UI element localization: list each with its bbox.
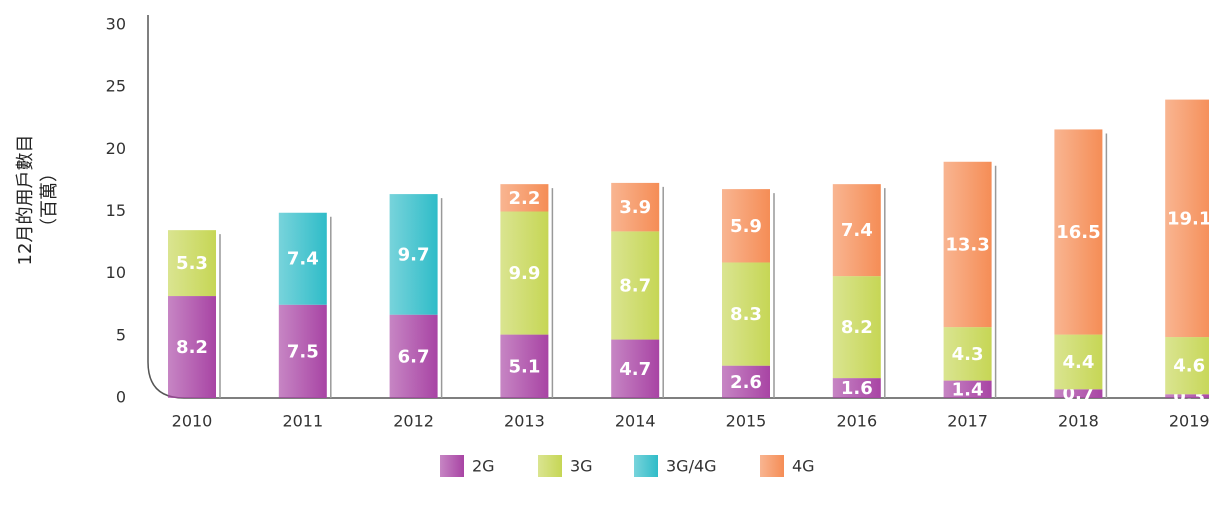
data-label: 7.4 [287, 249, 319, 270]
bar-segment [389, 314, 438, 398]
bar-segment [500, 184, 549, 212]
legend-label: 4G [792, 457, 815, 476]
legend-swatch [440, 455, 464, 477]
legend-swatch [634, 455, 658, 477]
data-label: 8.3 [730, 304, 762, 325]
y-tick-label: 10 [106, 263, 126, 282]
y-axis-title: （百萬） [39, 164, 60, 236]
legend-swatch [760, 455, 784, 477]
data-label: 9.9 [508, 263, 540, 284]
data-label: 8.7 [619, 275, 651, 296]
y-tick-label: 30 [106, 15, 126, 34]
bar-segment [500, 211, 549, 335]
data-label: 4.7 [619, 359, 651, 380]
y-tick-label: 15 [106, 201, 126, 220]
bar-segment [722, 262, 770, 366]
legend-label: 2G [472, 457, 495, 476]
data-label: 3.9 [619, 197, 651, 218]
x-tick-label: 2019 [1169, 412, 1209, 431]
data-label: 13.3 [945, 234, 989, 255]
y-tick-label: 0 [116, 388, 126, 407]
bar-segment [1054, 334, 1103, 390]
x-tick-label: 2016 [836, 412, 877, 431]
bar-segment [943, 380, 992, 398]
bar-segment [278, 304, 327, 398]
bar-segment [1165, 394, 1209, 398]
y-tick-label: 25 [106, 77, 126, 96]
y-tick-label: 20 [106, 139, 126, 158]
x-tick-label: 2013 [504, 412, 545, 431]
bar-segment [943, 161, 992, 328]
data-label: 5.3 [176, 253, 208, 274]
data-label: 5.1 [508, 356, 540, 377]
x-tick-label: 2012 [393, 412, 434, 431]
x-tick-label: 2017 [947, 412, 988, 431]
bar-segment [832, 276, 881, 379]
bar-segment [1054, 389, 1103, 398]
bar-segment [1054, 129, 1103, 335]
x-tick-label: 2015 [726, 412, 767, 431]
x-tick-label: 2018 [1058, 412, 1099, 431]
data-label: 1.4 [952, 379, 984, 400]
bar-segment [943, 327, 992, 381]
data-label: 7.4 [841, 220, 873, 241]
data-label: 19.1 [1167, 208, 1209, 229]
legend-label: 3G/4G [666, 457, 717, 476]
data-label: 9.7 [398, 244, 430, 265]
data-label: 4.6 [1173, 356, 1205, 377]
legend-swatch [538, 455, 562, 477]
data-label: 5.9 [730, 216, 762, 237]
x-tick-label: 2014 [615, 412, 656, 431]
bar-segment [722, 365, 770, 398]
data-label: 7.5 [287, 341, 319, 362]
bar-segment [168, 296, 216, 398]
bar-segment [500, 334, 549, 398]
bar-segment [278, 212, 327, 305]
bar-segment [1165, 99, 1209, 338]
bar-segment [722, 189, 770, 263]
x-tick-label: 2011 [282, 412, 323, 431]
data-label: 8.2 [176, 337, 208, 358]
data-label: 1.6 [841, 378, 873, 399]
data-label: 2.6 [730, 372, 762, 393]
bar-segment [611, 339, 660, 398]
data-label: 6.7 [398, 346, 430, 367]
bar-segment [611, 182, 660, 232]
data-label: 4.4 [1062, 352, 1094, 373]
data-label: 16.5 [1056, 222, 1100, 243]
legend-label: 3G [570, 457, 593, 476]
y-axis-title: 12月的用戶數目 [15, 135, 36, 266]
bar-segment [832, 378, 881, 398]
data-label: 8.2 [841, 317, 873, 338]
y-tick-label: 5 [116, 325, 126, 344]
bar-segment [1165, 337, 1209, 395]
x-tick-label: 2010 [172, 412, 213, 431]
bar-segment [389, 194, 438, 315]
data-label: 4.3 [952, 344, 984, 365]
bar-segment [832, 184, 881, 277]
bar-segment [168, 230, 216, 297]
data-label: 2.2 [508, 188, 540, 209]
bar-segment [611, 231, 660, 340]
